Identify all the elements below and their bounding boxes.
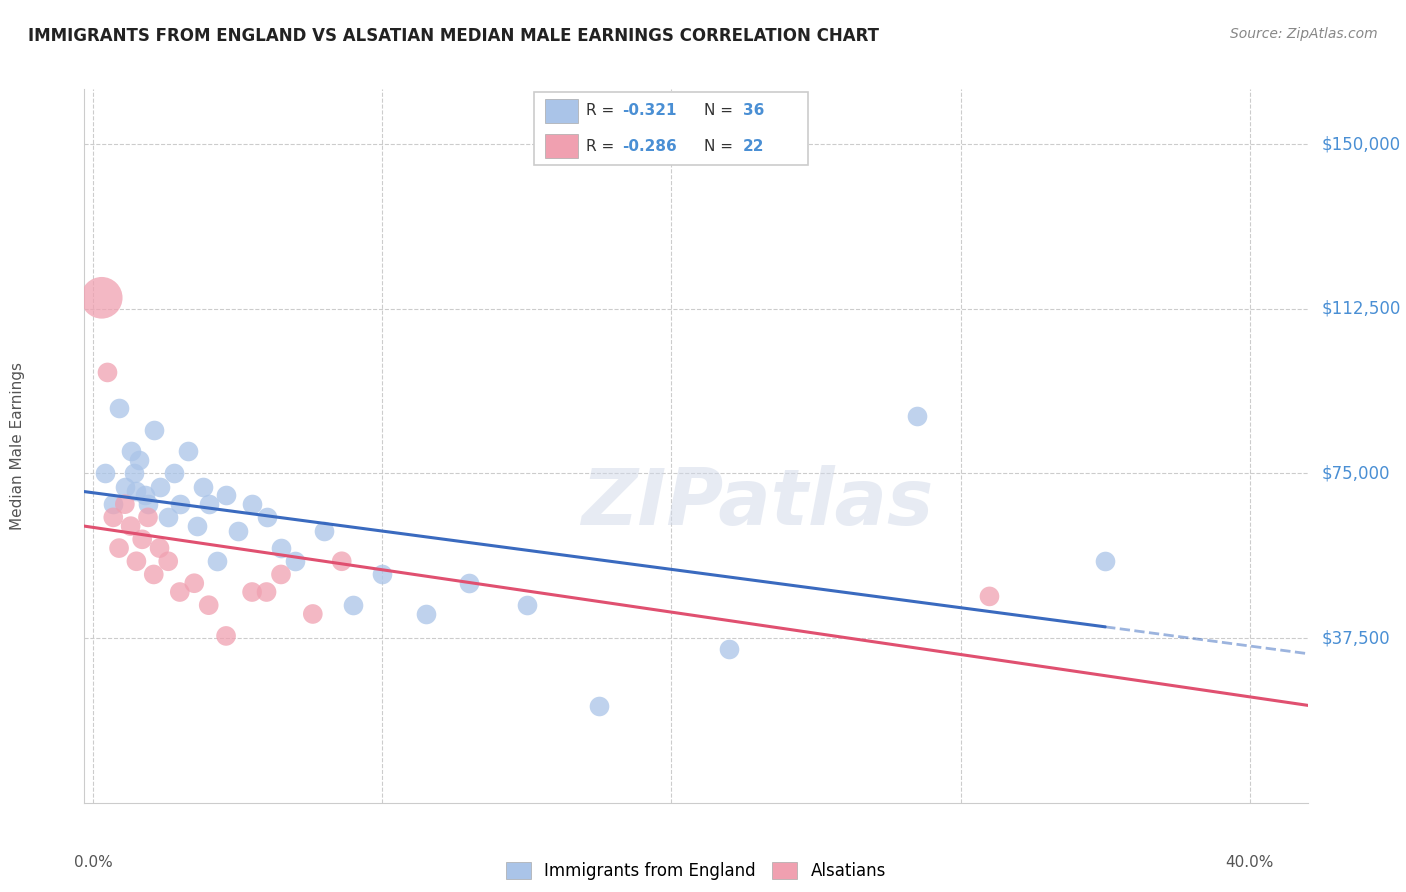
Point [240,497,263,511]
Text: $112,500: $112,500 [1322,300,1402,318]
Point [114,480,136,494]
Text: R =: R = [586,103,620,119]
Point [270,541,292,555]
Point [342,598,364,612]
Point [458,576,481,591]
Text: $37,500: $37,500 [1322,629,1391,647]
Text: 0.0%: 0.0% [73,855,112,871]
Point [157,554,180,568]
Point [256,510,278,524]
Point [114,497,136,511]
Point [284,554,307,568]
Text: Median Male Earnings: Median Male Earnings [10,362,24,530]
Point [207,554,229,568]
Text: 22: 22 [742,138,763,153]
Point [120,519,142,533]
Point [108,401,131,415]
Point [330,554,353,568]
Text: -0.286: -0.286 [621,138,676,153]
Text: R =: R = [586,138,620,153]
Point [588,699,610,714]
Point [1094,554,1116,568]
Point [183,576,205,591]
Point [93,467,115,481]
Bar [546,135,578,158]
Text: ZIPatlas: ZIPatlas [581,465,934,541]
Point [131,533,153,547]
Point [718,642,741,657]
Text: N =: N = [704,103,738,119]
Point [142,423,165,437]
Point [128,453,150,467]
Point [905,409,928,424]
Point [96,366,118,380]
Text: N =: N = [704,138,738,153]
Point [142,567,165,582]
Point [125,554,148,568]
Point [169,585,191,599]
Point [120,444,142,458]
Point [169,497,191,511]
Point [186,519,208,533]
Point [371,567,394,582]
Point [103,510,125,524]
Text: Source: ZipAtlas.com: Source: ZipAtlas.com [1230,27,1378,41]
Legend: Immigrants from England, Alsatians: Immigrants from England, Alsatians [506,862,886,880]
Point [215,488,238,502]
Point [415,607,437,621]
Point [215,629,238,643]
Bar [546,99,578,122]
Point [134,488,156,502]
Point [122,467,145,481]
Text: IMMIGRANTS FROM ENGLAND VS ALSATIAN MEDIAN MALE EARNINGS CORRELATION CHART: IMMIGRANTS FROM ENGLAND VS ALSATIAN MEDI… [28,27,879,45]
Point [314,524,336,538]
Point [226,524,249,538]
Point [256,585,278,599]
Text: $150,000: $150,000 [1322,135,1402,153]
Point [148,480,170,494]
Point [191,480,214,494]
Point [270,567,292,582]
Point [301,607,323,621]
Point [136,497,159,511]
Point [108,541,131,555]
Text: -0.321: -0.321 [621,103,676,119]
Point [90,291,112,305]
Point [125,483,148,498]
Point [163,467,186,481]
FancyBboxPatch shape [534,92,808,165]
Point [240,585,263,599]
Point [197,497,219,511]
Point [157,510,180,524]
Text: 40.0%: 40.0% [1226,855,1274,871]
Point [197,598,219,612]
Text: 36: 36 [742,103,763,119]
Text: $75,000: $75,000 [1322,465,1391,483]
Point [103,497,125,511]
Point [136,510,159,524]
Point [177,444,200,458]
Point [148,541,170,555]
Point [516,598,538,612]
Point [979,590,1001,604]
